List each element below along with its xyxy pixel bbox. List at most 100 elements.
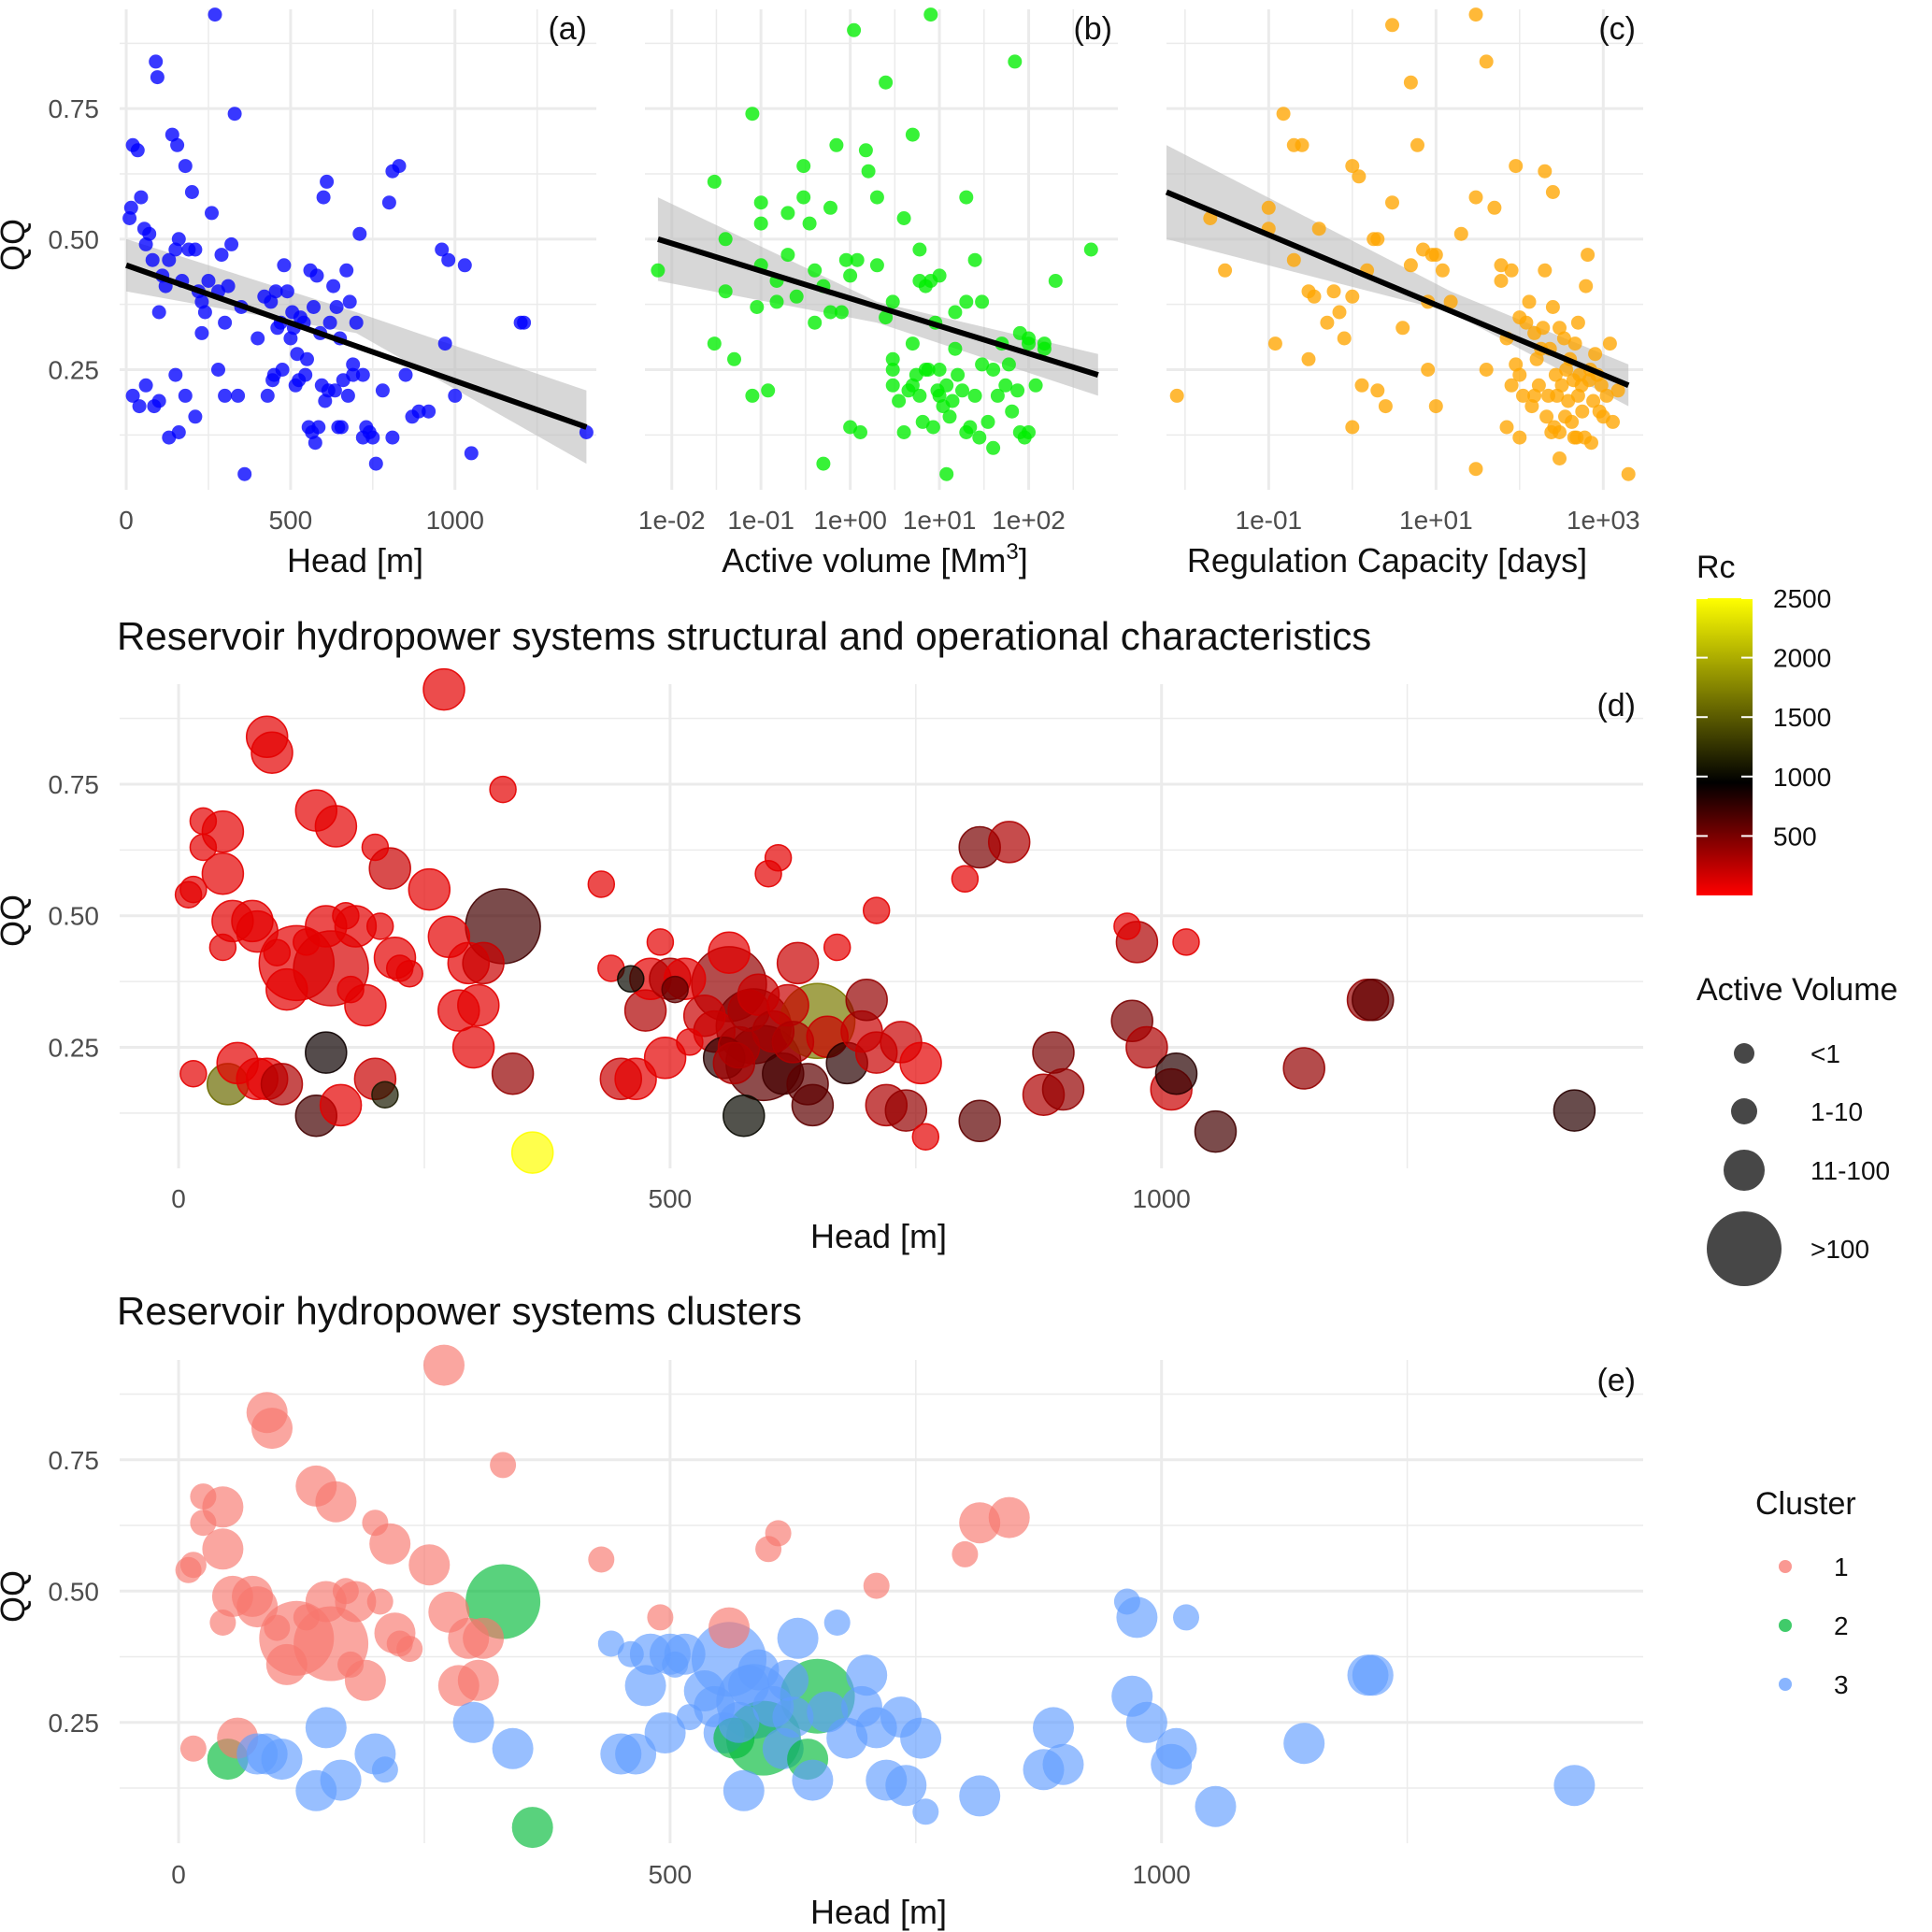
data-point <box>463 1617 505 1659</box>
panel-e-xtick-label: 500 <box>649 1860 693 1889</box>
cluster-legend-label: 2 <box>1834 1611 1849 1640</box>
data-point <box>900 1717 942 1759</box>
data-point <box>923 7 938 22</box>
data-point <box>850 252 865 267</box>
panel-d-xtick-label: 1000 <box>1133 1184 1191 1213</box>
data-point <box>250 331 265 346</box>
data-point <box>1403 258 1418 273</box>
data-point <box>368 456 383 471</box>
data-point <box>132 399 147 414</box>
data-point <box>490 1452 517 1479</box>
data-point <box>408 867 451 911</box>
data-point <box>885 378 900 393</box>
data-point <box>448 388 463 403</box>
data-point <box>853 425 867 439</box>
data-point <box>905 127 920 142</box>
data-point <box>1524 399 1539 414</box>
panel-b-xtick-label: 1e+01 <box>903 506 977 535</box>
panel-b-xlabel-main: Active volume [Mm <box>722 541 1006 580</box>
data-point <box>1410 137 1424 152</box>
data-point <box>1522 294 1537 309</box>
data-point <box>1301 351 1316 366</box>
rc-colorbar <box>1696 598 1753 895</box>
data-point <box>884 1089 928 1132</box>
data-point <box>843 268 858 283</box>
data-point <box>365 912 394 940</box>
data-point <box>408 1544 451 1586</box>
data-point <box>237 466 252 481</box>
panel-d-ylabel: QQ <box>0 894 32 947</box>
panel-a-ytick-label: 0.75 <box>49 94 100 123</box>
cluster-legend: Cluster 1 2 3 <box>1755 1486 1856 1699</box>
panel-a-ylabel: QQ <box>0 219 32 271</box>
data-point <box>1539 409 1554 424</box>
data-point <box>339 263 354 278</box>
data-point <box>617 965 645 994</box>
data-point <box>816 456 831 471</box>
cluster-legend-title: Cluster <box>1755 1486 1856 1522</box>
data-point <box>945 394 960 408</box>
data-point <box>277 258 292 273</box>
panel-a-xtick-label: 1000 <box>426 506 484 535</box>
data-point <box>337 1651 365 1678</box>
cluster-legend-key <box>1779 1619 1792 1632</box>
data-point <box>912 388 927 403</box>
data-point <box>676 1028 704 1056</box>
data-point <box>307 300 321 314</box>
panel-c-xlabel: Regulation Capacity [days] <box>1187 541 1587 580</box>
data-point <box>375 383 390 398</box>
panel-c-points <box>1169 7 1636 481</box>
data-point <box>179 1735 207 1762</box>
data-point <box>823 200 837 215</box>
data-point <box>772 1696 814 1739</box>
data-point <box>314 805 358 848</box>
data-point <box>263 938 292 966</box>
data-point <box>1261 200 1276 215</box>
data-point <box>597 1630 624 1657</box>
data-point <box>661 975 689 1004</box>
data-point <box>780 206 795 221</box>
data-point <box>1516 388 1530 403</box>
data-point <box>939 466 954 481</box>
data-point <box>958 1099 1001 1143</box>
data-point <box>753 195 768 210</box>
data-point <box>202 1528 244 1570</box>
data-point <box>879 310 894 325</box>
data-point <box>911 1123 940 1151</box>
data-point <box>236 909 279 953</box>
panel-c-xtick-label: 1e+01 <box>1399 506 1473 535</box>
data-point <box>125 388 140 403</box>
panel-c: 1e-01 1e+01 1e+03 (c) Regulation Capacity … <box>1165 7 1643 580</box>
data-point <box>952 1540 979 1567</box>
data-point <box>862 896 891 924</box>
panel-a-xtick-label: 0 <box>119 506 134 535</box>
data-point <box>1033 1707 1074 1749</box>
data-point <box>1569 430 1584 445</box>
data-point <box>1435 263 1450 278</box>
data-point <box>885 351 900 366</box>
panel-b-xlabel: Active volume [Mm3] <box>722 539 1027 580</box>
data-point <box>745 388 760 403</box>
data-point <box>1282 1047 1325 1090</box>
data-point <box>366 1588 394 1615</box>
data-point <box>1173 1604 1199 1631</box>
volume-legend-key <box>1724 1150 1765 1191</box>
data-point <box>959 294 974 309</box>
data-point <box>780 248 795 263</box>
panel-d-xtick-label: 0 <box>171 1184 186 1213</box>
rc-legend-title: Rc <box>1696 550 1736 585</box>
data-point <box>1487 200 1502 215</box>
data-point <box>662 1651 689 1678</box>
data-point <box>1295 137 1309 152</box>
data-point <box>329 300 344 314</box>
data-point <box>268 284 283 299</box>
data-point <box>644 1712 686 1753</box>
data-point <box>948 305 963 320</box>
data-point <box>646 928 675 956</box>
data-point <box>896 425 911 439</box>
data-point <box>1594 378 1609 393</box>
rc-legend: Rc 500 1000 1500 2000 2500 <box>1696 550 1831 895</box>
data-point <box>336 975 365 1004</box>
data-point <box>134 190 149 205</box>
panel-b-xtick-label: 1e-02 <box>638 506 706 535</box>
